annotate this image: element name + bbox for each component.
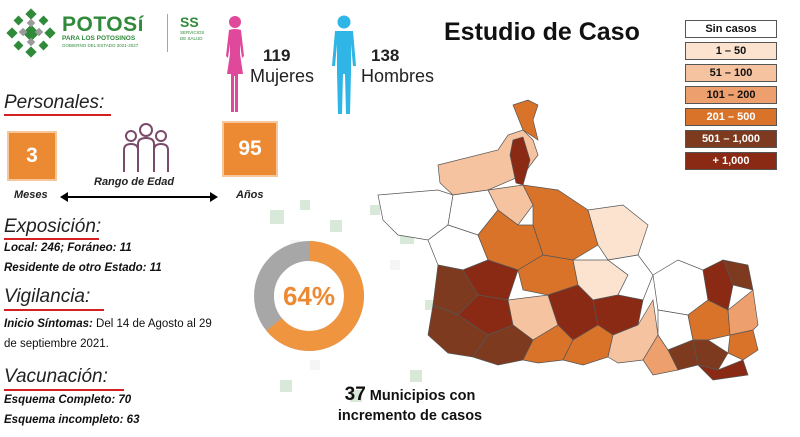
legend-item: 1 – 50 — [685, 42, 777, 60]
ss-subtitle-2: DE SALUD — [180, 35, 203, 41]
age-max-value: 95 — [238, 137, 262, 160]
people-group-icon — [123, 123, 169, 172]
legend-item: + 1,000 — [685, 152, 777, 170]
brand-block: POTOSí PARA LOS POTOSINOS GOBIERNO DEL E… — [62, 14, 144, 49]
header-divider — [167, 14, 168, 52]
brand-subtitle: PARA LOS POTOSINOS — [62, 35, 136, 42]
footer-text-1: Municipios con — [365, 388, 476, 404]
brand-tagline: GOBIERNO DEL ESTADO 2021-2027 — [62, 43, 139, 48]
personales-underline — [4, 114, 111, 116]
donut-percent-label: 64% — [282, 280, 336, 311]
women-count: 119 — [263, 46, 291, 65]
exposicion-line-1: Local: 246; Foráneo: 11 — [4, 242, 132, 254]
age-max-box: 95 — [224, 123, 276, 175]
age-min-label: Meses — [14, 189, 48, 201]
map-municipalities — [377, 99, 759, 381]
potosi-logo-icon — [6, 8, 56, 58]
exposicion-line-2: Residente de otro Estado: 11 — [4, 262, 162, 274]
personales-heading: Personales: — [4, 92, 105, 113]
exposicion-underline — [4, 238, 99, 240]
vigilancia-line-2: de septiembre 2021. — [4, 338, 109, 350]
donut-fill-ring — [254, 241, 364, 351]
vigilancia-inicio-label: Inicio Síntomas: — [4, 318, 93, 330]
age-max-label: Años — [236, 189, 264, 201]
vacunacion-underline — [4, 389, 124, 391]
ss-title: SS — [180, 14, 199, 30]
vigilancia-heading: Vigilancia: — [4, 286, 91, 307]
exposicion-heading: Exposición: — [4, 216, 102, 237]
legend-item: Sin casos — [685, 20, 777, 38]
map-legend: Sin casos 1 – 50 51 – 100 101 – 200 201 – 50… — [685, 20, 777, 174]
legend-item: 501 – 1,000 — [685, 130, 777, 148]
legend-item: 201 – 500 — [685, 108, 777, 126]
page-title: Estudio de Caso — [444, 18, 640, 46]
footer-summary: 37 Municipios con incremento de casos — [325, 385, 495, 426]
age-min-box: 3 — [9, 133, 55, 179]
ss-block: SS SERVICIOS DE SALUD — [180, 15, 204, 41]
percentage-donut — [254, 241, 364, 351]
legend-item: 51 – 100 — [685, 64, 777, 82]
vigilancia-inicio-text: Del 14 de Agosto al 29 — [92, 318, 212, 330]
legend-item: 101 – 200 — [685, 86, 777, 104]
brand-title: POTOSí — [62, 13, 144, 36]
age-range-label: Rango de Edad — [94, 176, 175, 188]
women-label: Mujeres — [250, 66, 315, 86]
age-min-value: 3 — [26, 144, 38, 167]
vacunacion-completo: Esquema Completo: 70 — [4, 394, 132, 406]
double-arrow-icon — [60, 192, 218, 202]
footer-line-2: incremento de casos — [337, 408, 483, 424]
footer-line-1: 37 Municipios con — [325, 385, 495, 406]
woman-figure-icon — [226, 16, 244, 112]
footer-count: 37 — [344, 384, 366, 405]
state-map — [377, 99, 759, 381]
vacunacion-incompleto: Esquema incompleto: 63 — [4, 414, 140, 426]
men-count: 138 — [371, 46, 400, 65]
vigilancia-line-1: Inicio Síntomas: Del 14 de Agosto al 29 — [4, 318, 212, 330]
man-figure-icon — [332, 15, 356, 114]
ss-subtitle-1: SERVICIOS — [180, 30, 205, 35]
vacunacion-heading: Vacunación: — [4, 366, 108, 387]
vigilancia-underline — [4, 309, 104, 311]
men-label: Hombres — [361, 66, 435, 86]
